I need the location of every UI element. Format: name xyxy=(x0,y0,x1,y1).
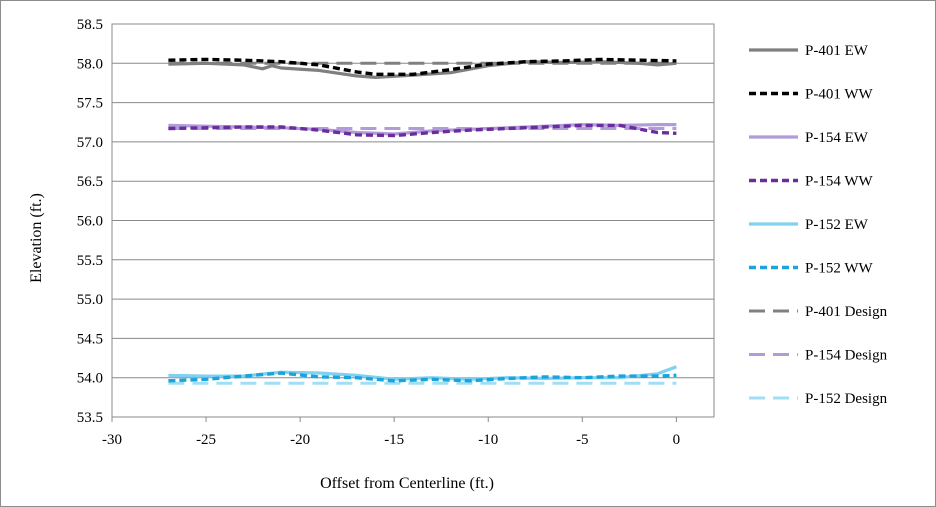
legend-label: P-401 WW xyxy=(805,87,873,103)
legend-label: P-152 WW xyxy=(805,261,873,277)
y-tick-label: 53.5 xyxy=(77,410,103,426)
y-tick-label: 58.0 xyxy=(77,56,103,72)
legend-label: P-152 Design xyxy=(805,391,888,407)
y-tick-label: 55.5 xyxy=(77,253,103,269)
y-tick-label: 57.0 xyxy=(77,135,103,151)
y-tick-label: 54.5 xyxy=(77,331,103,347)
series-line-p-401-ww xyxy=(168,57,677,76)
y-tick-label: 58.5 xyxy=(77,17,103,33)
y-tick-label: 57.5 xyxy=(77,96,103,112)
y-tick-label: 54.0 xyxy=(77,371,103,387)
series-line-p-152-ww xyxy=(168,371,677,383)
legend: P-401 EW P-401 WW P-154 EW P-154 WW P-152 EW… xyxy=(749,43,888,407)
y-axis-title: Elevation (ft.) xyxy=(28,193,45,283)
x-axis-title: Offset from Centerline (ft.) xyxy=(320,475,494,492)
legend-label: P-152 EW xyxy=(805,217,869,233)
gridlines xyxy=(112,23,714,379)
x-tick-labels: -30 -25 -20 -15 -10 -5 0 xyxy=(102,417,680,448)
y-tick-label: 56.5 xyxy=(77,174,103,190)
series-line-p-401-ew xyxy=(168,60,677,79)
x-tick-label: -30 xyxy=(102,432,122,448)
legend-label: P-154 Design xyxy=(805,348,888,364)
legend-label: P-154 EW xyxy=(805,130,869,146)
plot-area xyxy=(111,23,715,418)
x-tick-label: -20 xyxy=(290,432,310,448)
y-tick-labels: 53.5 54.0 54.5 55.0 55.5 56.0 56.5 57.0 57.5 58.0… xyxy=(77,17,103,426)
y-tick-label: 55.0 xyxy=(77,292,103,308)
legend-label: P-401 EW xyxy=(805,43,869,59)
series-layer xyxy=(168,57,677,385)
plot-border xyxy=(111,23,715,418)
x-tick-label: 0 xyxy=(673,432,681,448)
legend-label: P-154 WW xyxy=(805,174,873,190)
legend-label: P-401 Design xyxy=(805,304,888,320)
x-tick-label: -15 xyxy=(384,432,404,448)
x-tick-label: -10 xyxy=(478,432,498,448)
x-tick-label: -25 xyxy=(196,432,216,448)
x-tick-label: -5 xyxy=(576,432,589,448)
y-tick-label: 56.0 xyxy=(77,214,103,230)
